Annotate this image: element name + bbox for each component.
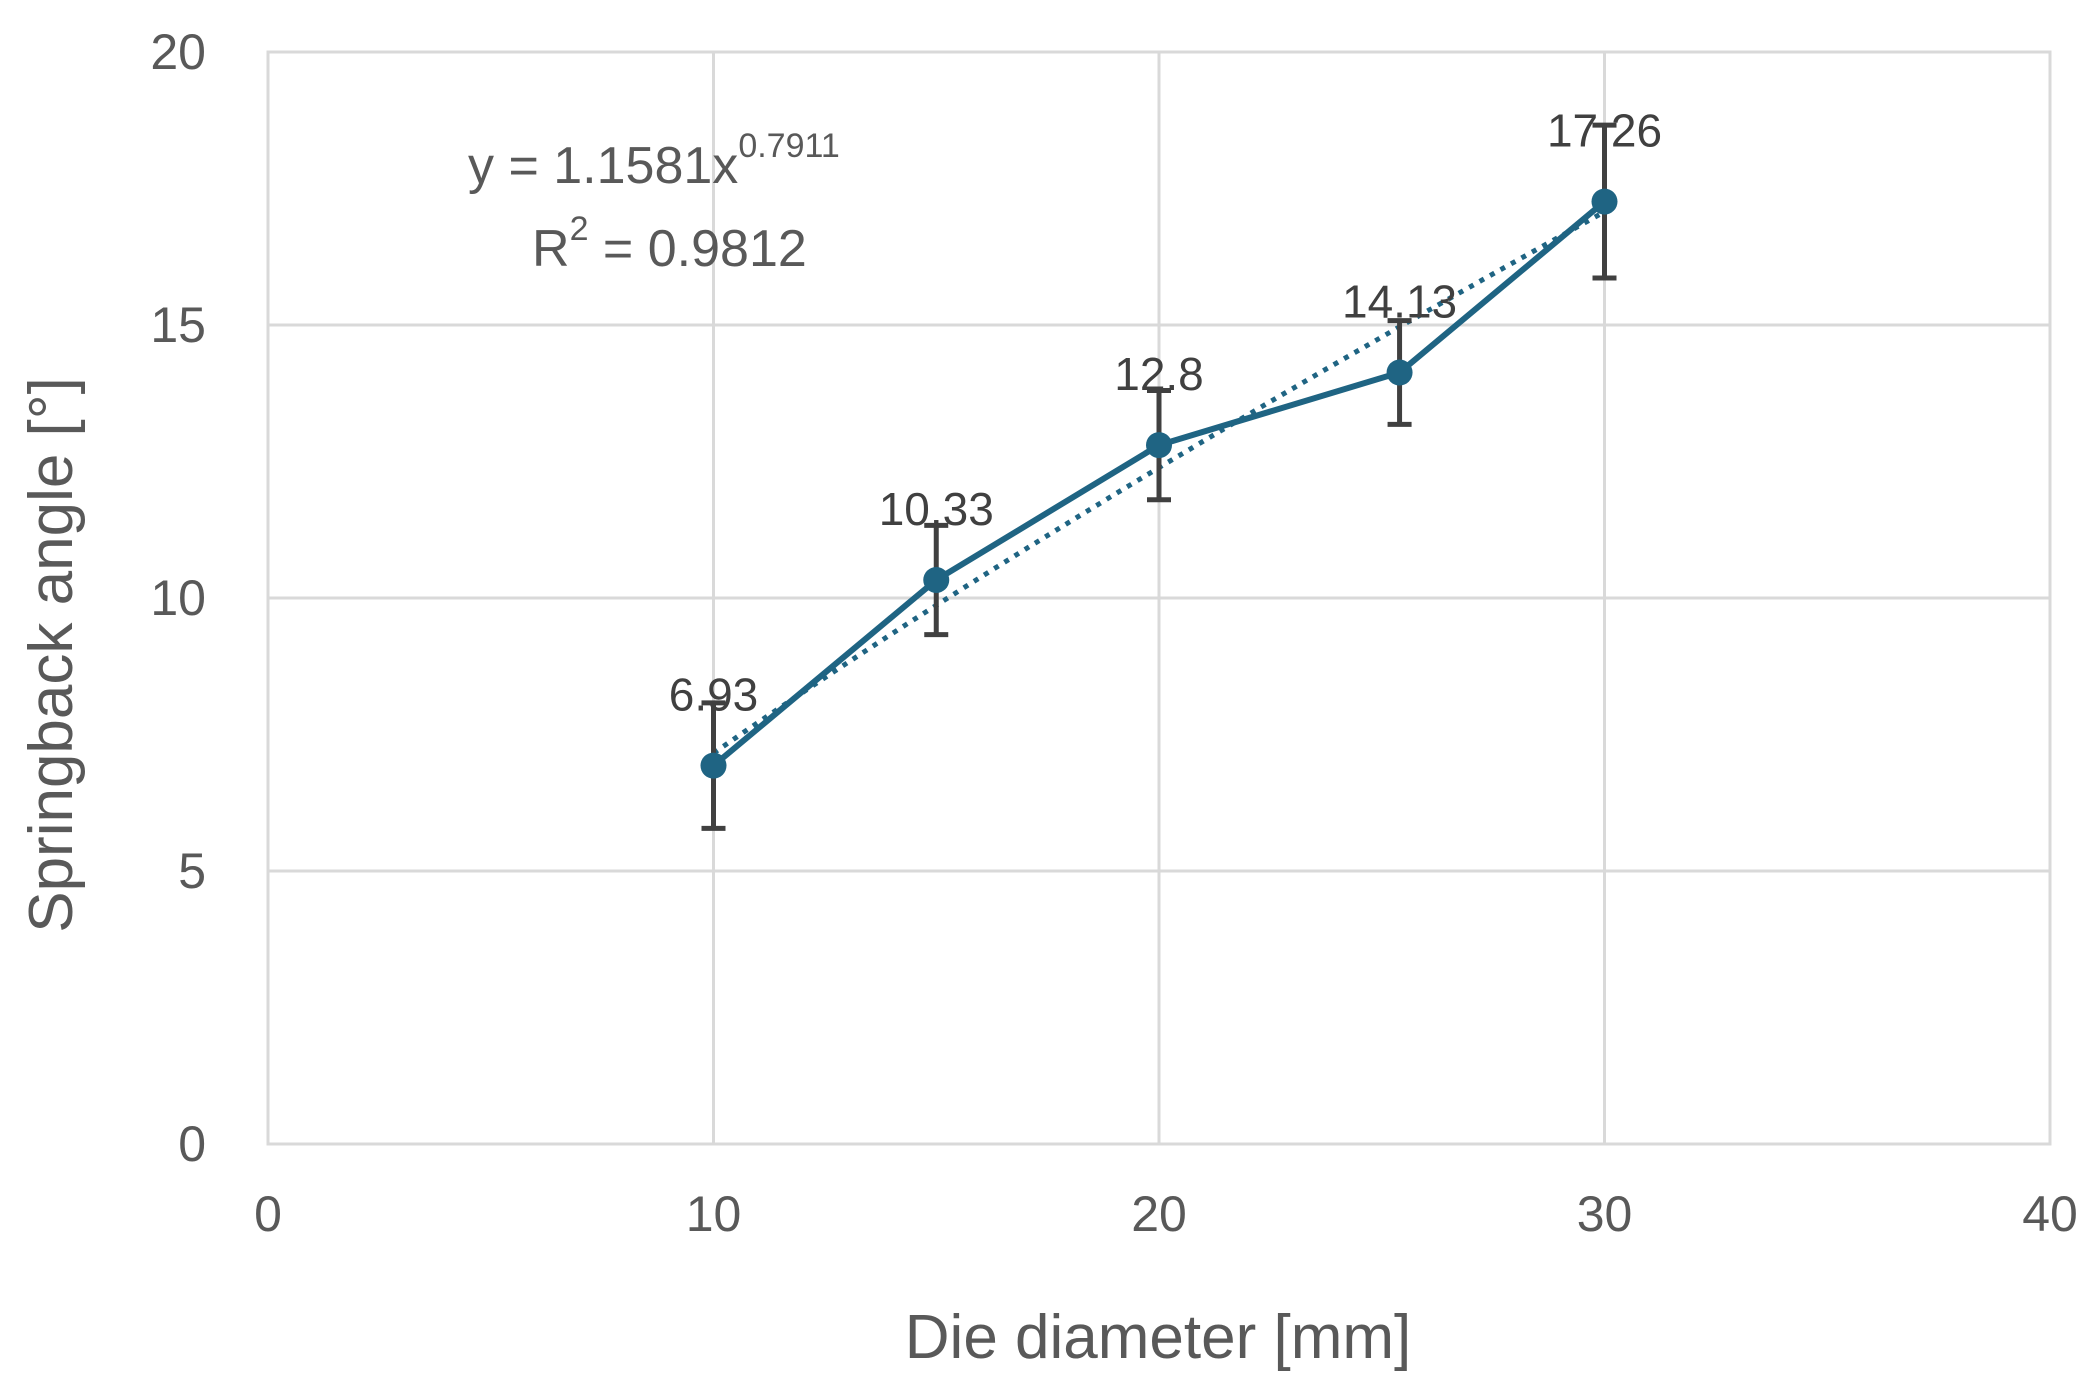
y-axis-ticks: 0 5 10 15 20 <box>150 24 206 1172</box>
x-tick-label: 10 <box>686 1186 742 1242</box>
data-label: 6.93 <box>669 669 759 721</box>
data-points <box>700 188 1618 779</box>
data-label: 10.33 <box>879 483 994 535</box>
r-squared-value: = 0.9812 <box>588 220 806 278</box>
y-tick-label: 5 <box>178 843 206 899</box>
data-label: 17.26 <box>1547 105 1662 157</box>
y-tick-label: 15 <box>150 297 206 353</box>
x-tick-label: 20 <box>1131 1186 1187 1242</box>
data-point <box>1146 432 1172 459</box>
x-axis-ticks: 0 10 20 30 40 <box>254 1186 2078 1242</box>
data-labels: 6.93 10.33 12.8 14.13 17.26 <box>669 105 1662 721</box>
y-tick-label: 10 <box>150 570 206 626</box>
data-point <box>1591 188 1618 215</box>
trendline-equation: y = 1.1581x0.7911 <box>468 127 840 195</box>
x-tick-label: 30 <box>1577 1186 1633 1242</box>
plot-area <box>266 50 2052 1146</box>
r-squared: R2 = 0.9812 <box>532 210 807 278</box>
x-tick-label: 40 <box>2022 1186 2078 1242</box>
data-point <box>1386 359 1413 386</box>
x-tick-label: 0 <box>254 1186 282 1242</box>
r-squared-symbol: R <box>532 220 570 278</box>
data-label: 12.8 <box>1114 348 1204 400</box>
y-axis-title: Springback angle [°] <box>17 377 86 933</box>
error-bars <box>701 122 1617 831</box>
grid <box>266 50 2052 1146</box>
x-axis-title: Die diameter [mm] <box>905 1303 1411 1372</box>
data-point <box>700 752 727 779</box>
data-point <box>923 566 950 593</box>
equation-exponent: 0.7911 <box>738 127 839 165</box>
r-squared-superscript: 2 <box>570 210 589 248</box>
equation-prefix: y = 1.1581x <box>468 137 738 195</box>
y-tick-label: 20 <box>150 24 206 80</box>
y-tick-label: 0 <box>178 1116 206 1172</box>
data-label: 14.13 <box>1342 276 1457 328</box>
